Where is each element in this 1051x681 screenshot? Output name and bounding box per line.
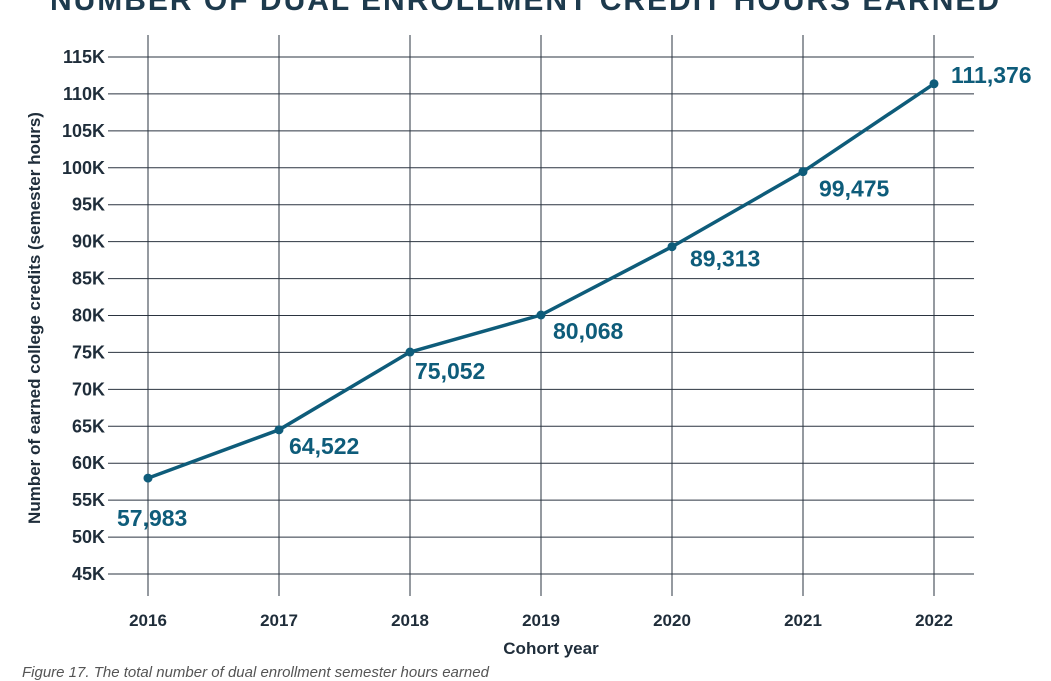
data-label: 99,475	[819, 176, 890, 202]
data-label: 64,522	[289, 433, 359, 459]
data-point	[667, 242, 677, 252]
grid	[108, 35, 974, 596]
y-tick-label: 85K	[72, 269, 105, 289]
y-tick-label: 80K	[72, 306, 105, 326]
data-label: 89,313	[690, 246, 760, 272]
data-point	[274, 425, 284, 435]
data-label: 111,376	[951, 62, 1032, 88]
data-points	[143, 79, 939, 483]
y-tick-label: 70K	[72, 379, 105, 399]
data-label: 57,983	[117, 505, 187, 531]
data-label: 80,068	[553, 318, 624, 344]
y-tick-label: 95K	[72, 195, 105, 215]
y-tick-label: 110K	[63, 84, 105, 104]
y-tick-label: 50K	[72, 527, 105, 547]
y-tick-label: 100K	[62, 158, 105, 178]
x-tick-label: 2017	[260, 611, 298, 630]
data-point	[536, 310, 546, 320]
x-tick-label: 2021	[784, 611, 822, 630]
y-tick-label: 105K	[62, 121, 105, 141]
data-point	[405, 347, 415, 357]
x-tick-label: 2022	[915, 611, 953, 630]
data-label: 75,052	[415, 358, 485, 384]
y-tick-label: 55K	[72, 490, 105, 510]
y-axis-ticks: 45K 50K 55K 60K 65K 70K 75K 80K 85K 90K 95K 100K 105…	[62, 47, 105, 584]
data-point	[798, 167, 808, 177]
figure-caption: Figure 17. The total number of dual enro…	[22, 664, 489, 681]
y-tick-label: 90K	[72, 232, 105, 252]
x-axis-label: Cohort year	[503, 639, 599, 658]
data-labels: 57,983 64,522 75,052 80,068 89,313 99,475 111,…	[117, 62, 1032, 531]
data-point	[143, 473, 153, 483]
x-tick-label: 2018	[391, 611, 429, 630]
y-tick-label: 115K	[63, 47, 105, 67]
y-tick-label: 45K	[72, 564, 105, 584]
x-tick-label: 2016	[129, 611, 167, 630]
data-point	[929, 79, 939, 89]
x-axis-ticks: 2016 2017 2018 2019 2020 2021 2022	[129, 611, 953, 630]
y-tick-label: 60K	[72, 453, 105, 473]
x-tick-label: 2020	[653, 611, 691, 630]
x-tick-label: 2019	[522, 611, 560, 630]
chart-title: NUMBER OF DUAL ENROLLMENT CREDIT HOURS E…	[49, 0, 1002, 17]
y-tick-label: 75K	[72, 342, 105, 362]
y-tick-label: 65K	[72, 416, 105, 436]
y-axis-label: Number of earned college credits (semest…	[25, 112, 44, 524]
